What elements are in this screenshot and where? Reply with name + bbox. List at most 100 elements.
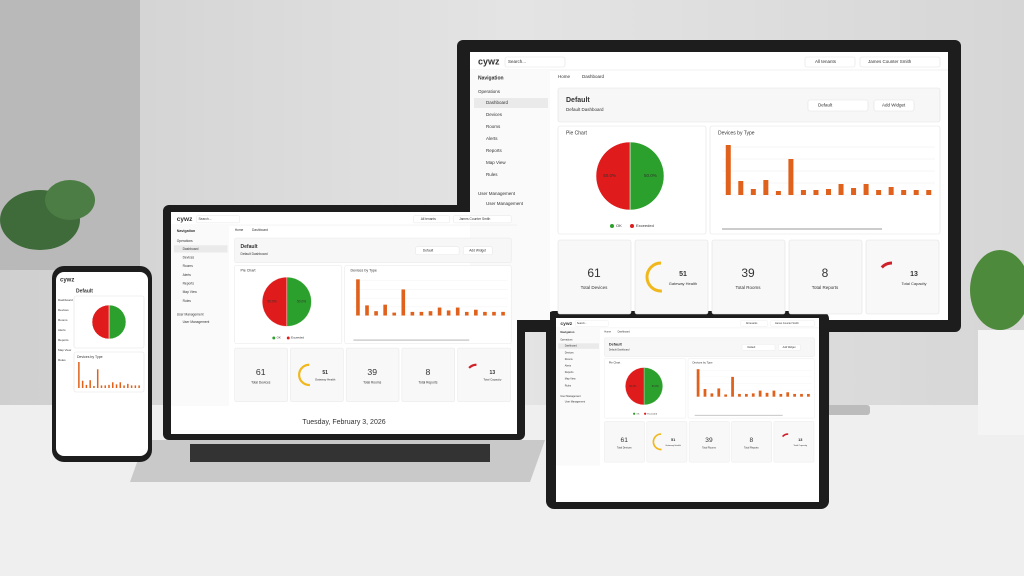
pie-slice — [643, 367, 663, 406]
bar-widget — [344, 265, 512, 344]
widget-title: Devices by Type — [77, 355, 103, 359]
search-box — [504, 56, 566, 68]
tenant-select — [413, 215, 450, 224]
kpi-value: 39 — [741, 266, 755, 280]
widget-title: Devices by Type — [692, 360, 713, 364]
bar — [365, 305, 369, 316]
nav-item: Rooms — [486, 124, 501, 129]
bar — [738, 181, 744, 195]
search-box — [575, 320, 609, 327]
bar — [825, 189, 832, 195]
bar — [501, 311, 505, 316]
nav-item: Alerts — [183, 273, 192, 277]
legend-swatch — [610, 224, 614, 228]
nav-section: User Management — [177, 313, 204, 317]
legend-swatch — [286, 336, 290, 340]
nav-item: Reports — [486, 148, 503, 153]
plant-left — [0, 180, 95, 250]
kpi-value: 13 — [910, 271, 918, 278]
bar — [786, 392, 790, 397]
bar — [96, 369, 99, 388]
bar — [392, 312, 397, 316]
nav-section: User Management — [478, 191, 516, 196]
bar — [851, 188, 857, 195]
select-label: Default — [423, 249, 433, 253]
kpi-label: Total Reports — [744, 447, 759, 450]
bar-widget — [709, 125, 941, 235]
pie-label: 50.0% — [644, 173, 657, 178]
tenant-select — [740, 320, 768, 327]
logo: cywz — [60, 278, 74, 284]
dashboard: cywz Search... All tenants James Counter Sm… — [171, 215, 517, 406]
add-widget-label[interactable]: Add Widget — [469, 249, 486, 253]
bar — [134, 385, 137, 388]
add-widget-button[interactable] — [463, 246, 493, 255]
add-widget-button[interactable] — [873, 99, 915, 112]
kpi-card — [731, 421, 772, 463]
gauge-arc — [781, 433, 789, 438]
kpi-card — [604, 421, 645, 463]
bar — [750, 189, 756, 195]
bar — [763, 180, 769, 195]
scrollbar — [353, 339, 470, 341]
kpi-value: 61 — [587, 266, 601, 280]
bar — [876, 190, 882, 195]
nav-item: User Management — [183, 320, 210, 324]
bar — [751, 393, 755, 397]
bar — [738, 393, 741, 397]
pie-slice — [625, 367, 645, 406]
bar — [130, 385, 133, 388]
search-input: Search... — [577, 322, 587, 325]
nav-item: Devices — [486, 112, 503, 117]
kpi-card — [634, 239, 709, 315]
nav-item: Dashboard — [183, 247, 199, 251]
bar — [383, 304, 387, 316]
nav-active — [474, 98, 548, 108]
kpi-value: 13 — [490, 370, 496, 376]
kpi-value: 61 — [256, 367, 266, 377]
user-name: James Counter Smith — [459, 217, 490, 221]
widget-title: Pie Chart — [566, 130, 587, 136]
bar — [772, 390, 776, 397]
bar — [100, 385, 103, 388]
widget-title: Devices by Type — [351, 269, 377, 273]
bar — [863, 184, 869, 195]
kpi-card — [234, 347, 288, 402]
header-panel — [557, 87, 941, 123]
kpi-label: Total Reports — [812, 285, 839, 290]
kpi-value: 39 — [705, 437, 713, 444]
add-widget-label[interactable]: Add Widget — [783, 346, 796, 349]
add-widget-label[interactable]: Add Widget — [882, 103, 906, 108]
kpi-card — [711, 239, 786, 315]
bar — [85, 384, 88, 388]
logo: cywz — [478, 56, 500, 66]
bar — [428, 311, 433, 316]
legend-swatch — [630, 224, 634, 228]
kpi-label: Total Reports — [418, 381, 438, 385]
gauge-arc — [298, 363, 310, 387]
nav-item: Reports — [183, 282, 195, 286]
sidebar — [171, 225, 229, 406]
kpi-card — [557, 239, 632, 315]
user-name: James Counter Smith — [775, 322, 799, 325]
pie-slice — [629, 141, 665, 211]
add-widget-button[interactable] — [778, 344, 801, 351]
nav-item: Map View — [183, 290, 198, 294]
plant-right — [970, 250, 1024, 435]
legend-label: Exceeded — [647, 413, 658, 415]
kpi-value: 51 — [322, 370, 328, 376]
kpi-label: Total Capacity — [793, 444, 808, 447]
nav-item: Dashboard — [486, 100, 509, 105]
nav-item: Rooms — [565, 358, 574, 361]
bar — [788, 159, 794, 195]
kpi-label: Total Devices — [251, 381, 271, 385]
dashboard: cywz Search... All tenants James Counter Sm… — [556, 320, 819, 466]
kpi-value: 8 — [749, 437, 753, 444]
scrollbar — [694, 414, 783, 416]
widget-title: Devices by Type — [718, 130, 755, 136]
bar — [127, 383, 129, 388]
tenant-select — [804, 56, 856, 68]
kpi-label: Total Devices — [617, 447, 632, 450]
kpi-label: Gateway Health — [315, 378, 336, 382]
